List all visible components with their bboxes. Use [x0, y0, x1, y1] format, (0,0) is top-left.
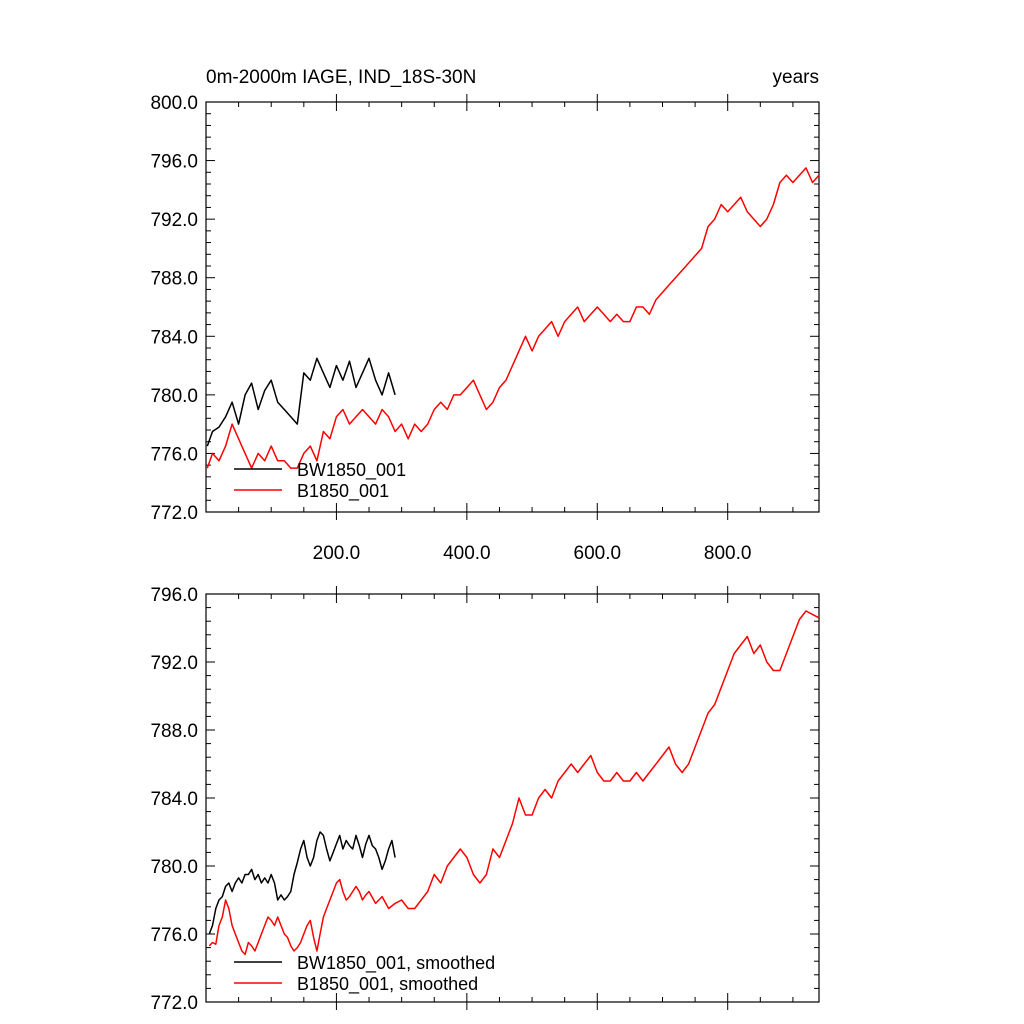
- bottom-legend: BW1850_001, smoothed B1850_001, smoothed: [234, 953, 495, 995]
- top-ytick-label: 792.0: [150, 210, 198, 231]
- top-ticks: [206, 94, 819, 520]
- top-ytick-label: 800.0: [150, 93, 198, 114]
- top-ytick-label: 788.0: [150, 269, 198, 290]
- bottom-ticks: [206, 586, 819, 1010]
- legend-label-bw1850-smoothed: BW1850_001, smoothed: [297, 953, 495, 974]
- bottom-ytick-label: 772.0: [150, 993, 198, 1014]
- bottom-ytick-label: 784.0: [150, 789, 198, 810]
- top-xtick-label: 400.0: [443, 543, 491, 564]
- top-xtick-label: 600.0: [574, 543, 622, 564]
- bottom-ytick-label: 792.0: [150, 653, 198, 674]
- bottom-ytick-label: 776.0: [150, 925, 198, 946]
- top-ytick-label: 796.0: [150, 152, 198, 173]
- top-xtick-label: 800.0: [704, 543, 752, 564]
- bottom-series-b1850: [208, 610, 820, 956]
- top-tick-labels: 772.0 776.0 780.0 784.0 788.0 792.0 796.0 800.0…: [150, 93, 751, 564]
- top-panel: 772.0 776.0 780.0 784.0 788.0 792.0 796.0 800.0…: [150, 67, 820, 564]
- top-series-bw1850: [206, 357, 396, 447]
- top-plot-frame: [205, 101, 820, 513]
- top-ytick-label: 772.0: [150, 503, 198, 524]
- bottom-series-bw1850: [208, 831, 396, 935]
- top-series-b1850: [206, 167, 820, 469]
- top-legend: BW1850_001 B1850_001: [234, 460, 406, 502]
- top-chart-units: years: [773, 67, 819, 88]
- legend-label-bw1850: BW1850_001: [297, 460, 406, 481]
- legend-label-b1850: B1850_001: [297, 481, 389, 502]
- top-xtick-label: 200.0: [313, 543, 361, 564]
- bottom-series: [208, 610, 820, 956]
- bottom-ytick-label: 796.0: [150, 585, 198, 606]
- bottom-ytick-label: 780.0: [150, 857, 198, 878]
- top-series: [206, 167, 820, 469]
- bottom-panel: 772.0 776.0 780.0 784.0 788.0 792.0 796.0 BW18…: [150, 585, 820, 1014]
- bottom-plot-frame: [205, 593, 820, 1003]
- legend-label-b1850-smoothed: B1850_001, smoothed: [297, 974, 478, 995]
- top-chart-title: 0m-2000m IAGE, IND_18S-30N: [206, 67, 476, 88]
- bottom-tick-labels: 772.0 776.0 780.0 784.0 788.0 792.0 796.0: [150, 585, 198, 1014]
- top-ytick-label: 776.0: [150, 444, 198, 465]
- top-ytick-label: 780.0: [150, 386, 198, 407]
- bottom-ytick-label: 788.0: [150, 721, 198, 742]
- top-ytick-label: 784.0: [150, 327, 198, 348]
